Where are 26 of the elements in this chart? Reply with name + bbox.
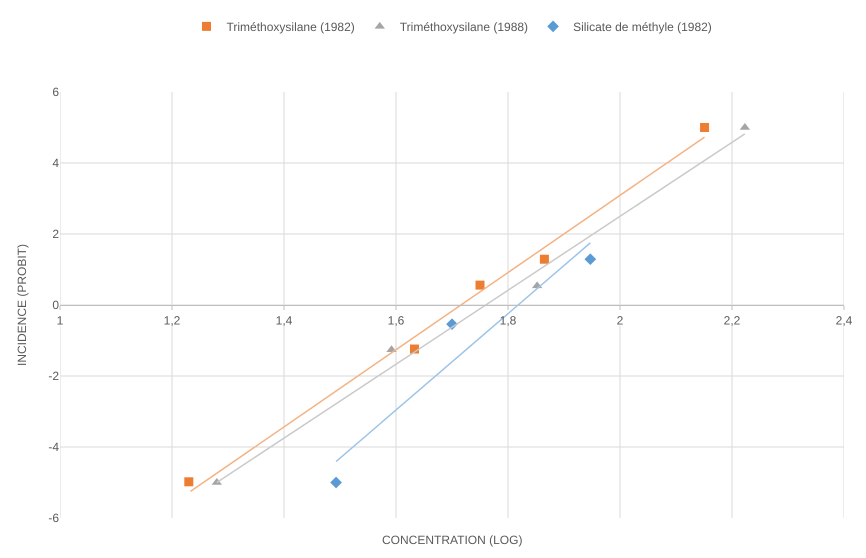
x-axis-title: CONCENTRATION (LOG) <box>382 533 522 547</box>
x-tick-label: 2,4 <box>836 313 853 328</box>
y-tick-label: -2 <box>48 369 60 384</box>
y-tick-label: 2 <box>52 227 60 242</box>
x-tick-label: 1 <box>56 313 64 328</box>
y-tick-label: 0 <box>52 298 60 312</box>
x-tick-label: 1,6 <box>388 313 405 328</box>
legend-label: Silicate de méthyle (1982) <box>573 20 712 34</box>
x-tick-label: 2,2 <box>724 313 741 328</box>
x-tick-label: 1,8 <box>500 313 517 328</box>
y-axis-title: INCIDENCE (PROBIT) <box>15 244 29 366</box>
x-tick-label: 2 <box>616 313 624 328</box>
legend-label: Triméthoxysilane (1988) <box>400 20 528 34</box>
x-tick-label: 1,4 <box>276 313 293 328</box>
point <box>540 254 549 264</box>
point <box>476 280 484 290</box>
point <box>184 477 194 486</box>
y-tick-label: -4 <box>48 440 60 454</box>
y-tick-label: 4 <box>52 156 60 170</box>
point <box>330 476 342 488</box>
y-tick-label: -6 <box>48 511 60 526</box>
point <box>584 253 596 266</box>
x-tick-label: 1,2 <box>164 313 181 328</box>
y-tick-label: 6 <box>52 85 60 100</box>
point <box>700 123 710 132</box>
legend-label: Triméthoxysilane (1982) <box>226 20 355 34</box>
